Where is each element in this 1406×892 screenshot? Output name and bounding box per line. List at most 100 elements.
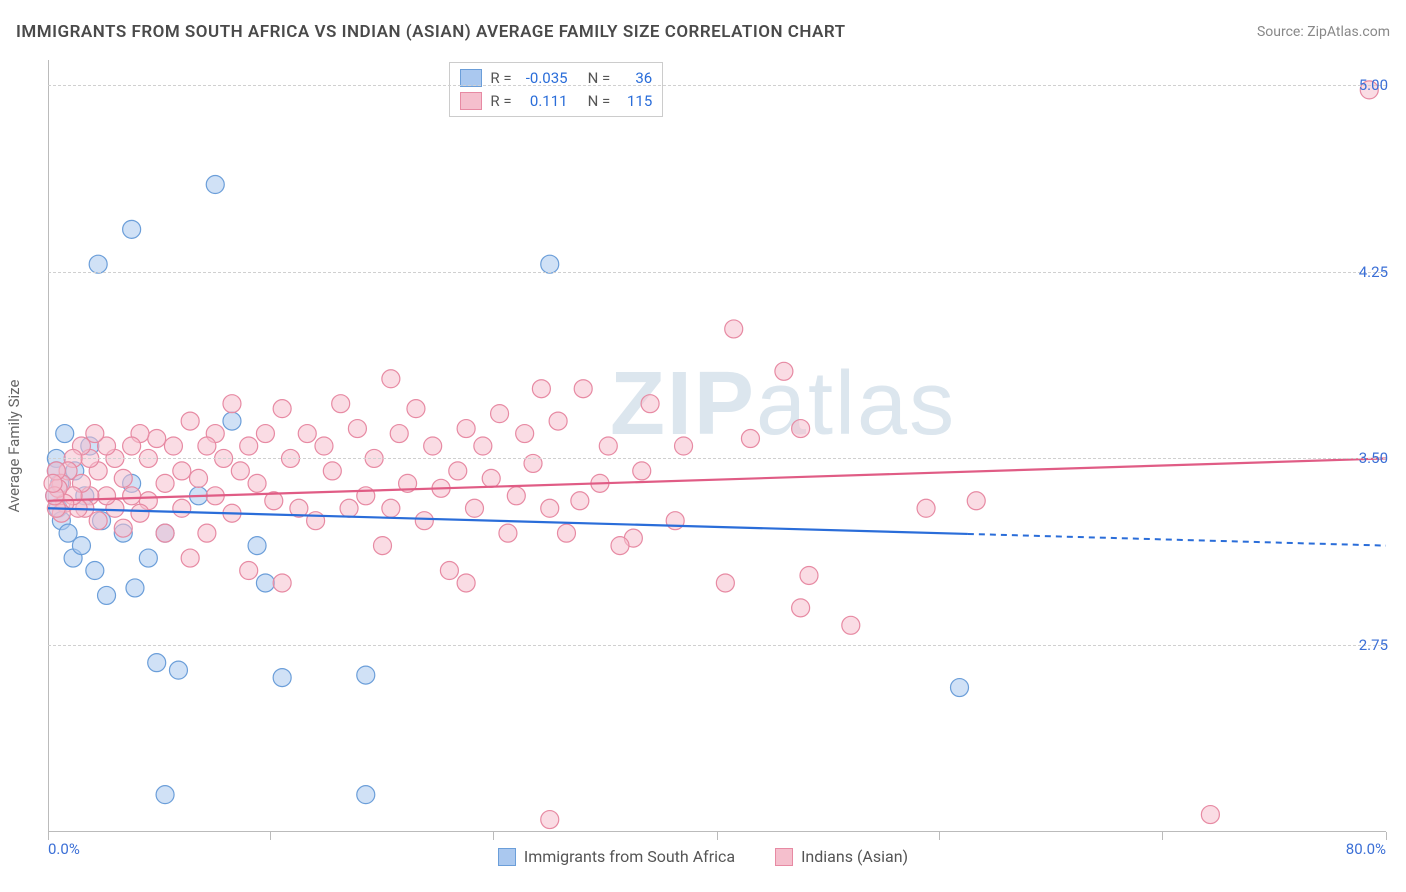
data-point-sa <box>123 220 141 238</box>
data-point-indian <box>499 524 517 542</box>
data-point-sa <box>56 425 74 443</box>
x-tick <box>1162 832 1163 840</box>
data-point-sa <box>248 537 266 555</box>
stats-r-label: R = <box>490 90 511 113</box>
stats-r-value-indian: 0.111 <box>520 90 568 113</box>
data-point-indian <box>725 320 743 338</box>
x-tick <box>1386 832 1387 840</box>
data-point-indian <box>181 412 199 430</box>
data-point-indian <box>382 499 400 517</box>
data-point-indian <box>557 524 575 542</box>
data-point-indian <box>792 599 810 617</box>
x-tick <box>939 832 940 840</box>
data-point-indian <box>440 562 458 580</box>
data-point-indian <box>332 395 350 413</box>
y-tick-label: 2.75 <box>1359 636 1388 654</box>
legend-item-sa: Immigrants from South Africa <box>498 847 735 866</box>
data-point-indian <box>716 574 734 592</box>
data-point-sa <box>541 255 559 273</box>
data-point-indian <box>156 474 174 492</box>
data-point-indian <box>424 437 442 455</box>
y-tick-label: 5.00 <box>1359 76 1388 94</box>
data-point-sa <box>273 669 291 687</box>
gridline <box>48 458 1386 459</box>
x-tick <box>493 832 494 840</box>
chart-area: ZIPatlas R =-0.035N =36R =0.111N =115 2.… <box>48 60 1386 832</box>
data-point-sa <box>357 786 375 804</box>
data-point-indian <box>240 562 258 580</box>
data-point-indian <box>415 512 433 530</box>
data-point-indian <box>611 537 629 555</box>
data-point-sa <box>156 786 174 804</box>
data-point-indian <box>223 395 241 413</box>
data-point-indian <box>532 380 550 398</box>
data-point-sa <box>89 255 107 273</box>
gridline <box>48 85 1386 86</box>
chart-title: IMMIGRANTS FROM SOUTH AFRICA VS INDIAN (… <box>16 22 846 42</box>
source-name: ZipAtlas.com <box>1307 24 1390 40</box>
stats-n-value-indian: 115 <box>618 90 652 113</box>
data-point-indian <box>407 400 425 418</box>
data-point-indian <box>516 425 534 443</box>
data-point-indian <box>231 462 249 480</box>
stats-row-sa: R =-0.035N =36 <box>460 67 652 90</box>
stats-n-label: N = <box>588 67 611 90</box>
source-prefix: Source: <box>1257 24 1307 40</box>
stats-n-label: N = <box>588 90 611 113</box>
data-point-indian <box>123 487 141 505</box>
data-point-indian <box>541 499 559 517</box>
data-point-indian <box>323 462 341 480</box>
data-point-indian <box>1201 806 1219 824</box>
data-point-indian <box>741 430 759 448</box>
data-point-indian <box>114 519 132 537</box>
legend-swatch-sa <box>498 848 516 866</box>
x-tick <box>717 832 718 840</box>
data-point-indian <box>390 425 408 443</box>
data-point-indian <box>800 566 818 584</box>
data-point-indian <box>482 469 500 487</box>
data-point-sa <box>126 579 144 597</box>
legend-label-indian: Indians (Asian) <box>801 847 908 866</box>
data-point-indian <box>792 420 810 438</box>
scatter-plot <box>48 60 1386 832</box>
data-point-indian <box>457 420 475 438</box>
x-tick <box>48 832 49 840</box>
legend-swatch-indian <box>775 848 793 866</box>
data-point-indian <box>474 437 492 455</box>
data-point-indian <box>298 425 316 443</box>
data-point-indian <box>842 616 860 634</box>
data-point-indian <box>248 474 266 492</box>
data-point-indian <box>457 574 475 592</box>
data-point-indian <box>633 462 651 480</box>
trend-line-sa-dashed <box>968 534 1386 546</box>
data-point-indian <box>374 537 392 555</box>
data-point-indian <box>967 492 985 510</box>
data-point-indian <box>190 469 208 487</box>
data-point-indian <box>198 437 216 455</box>
data-point-indian <box>340 499 358 517</box>
data-point-sa <box>357 666 375 684</box>
data-point-indian <box>173 462 191 480</box>
y-axis-label: Average Family Size <box>5 380 23 513</box>
data-point-indian <box>181 549 199 567</box>
series-legend: Immigrants from South Africa Indians (As… <box>0 847 1406 866</box>
data-point-indian <box>917 499 935 517</box>
y-tick-label: 3.50 <box>1359 449 1388 467</box>
data-point-indian <box>240 437 258 455</box>
data-point-indian <box>123 437 141 455</box>
data-point-sa <box>98 586 116 604</box>
data-point-indian <box>382 370 400 388</box>
data-point-sa <box>86 562 104 580</box>
data-point-indian <box>198 524 216 542</box>
data-point-indian <box>256 425 274 443</box>
gridline <box>48 272 1386 273</box>
legend-item-indian: Indians (Asian) <box>775 847 908 866</box>
correlation-stats-box: R =-0.035N =36R = 0.111 N = 115 <box>449 62 663 117</box>
data-point-sa <box>256 574 274 592</box>
data-point-indian <box>131 504 149 522</box>
data-point-indian <box>549 412 567 430</box>
stats-swatch-indian <box>460 92 482 110</box>
data-point-indian <box>449 462 467 480</box>
data-point-sa <box>72 537 90 555</box>
data-point-sa <box>169 661 187 679</box>
